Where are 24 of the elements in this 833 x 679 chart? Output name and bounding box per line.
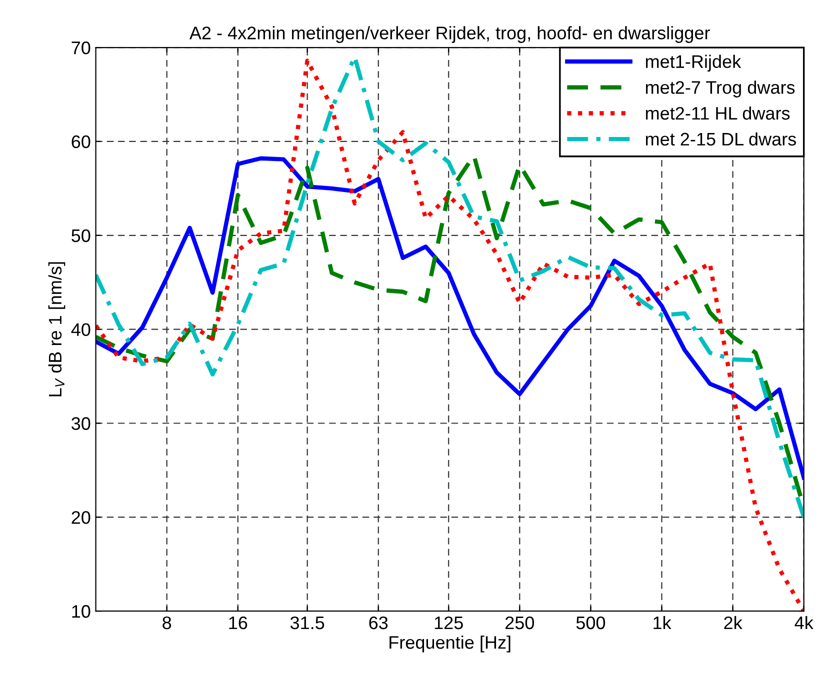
y-tick-label: 60 [72,135,90,148]
x-tick-label: 8 [162,616,172,630]
legend-label: met1-Rijdek [646,54,742,72]
x-tick-label: 125 [434,616,463,630]
legend-label: met2-7 Trog dwars [646,80,795,98]
y-tick-label: 10 [72,605,90,618]
x-tick-label: 16 [229,616,248,630]
x-tick-label: 31.5 [290,616,324,630]
y-tick-label: 70 [72,41,90,54]
legend-label: met2-11 HL dwars [646,106,790,120]
x-tick-label: 2k [724,616,742,630]
y-axis-title: L$_{V}$ dB re 1 [nm/s] [48,262,66,396]
y-tick-label: 30 [72,417,90,430]
y-tick-label: 40 [71,323,90,336]
x-tick-label: 4k [794,616,814,630]
chart-title: A2 - 4x2min metingen/verkeer Rijdek, trog, hoofd- en dwarsligger [189,26,710,43]
x-tick-label: 500 [576,616,606,630]
y-tick-label: 20 [72,511,90,524]
x-tick-label: 250 [506,616,534,630]
y-tick-label: 50 [72,229,90,242]
x-axis-title: Frequentie [Hz] [390,636,510,652]
x-tick-label: 63 [369,616,388,630]
x-tick-label: 1k [654,616,672,630]
legend-label: met 2-15 DL dwars [646,132,796,146]
